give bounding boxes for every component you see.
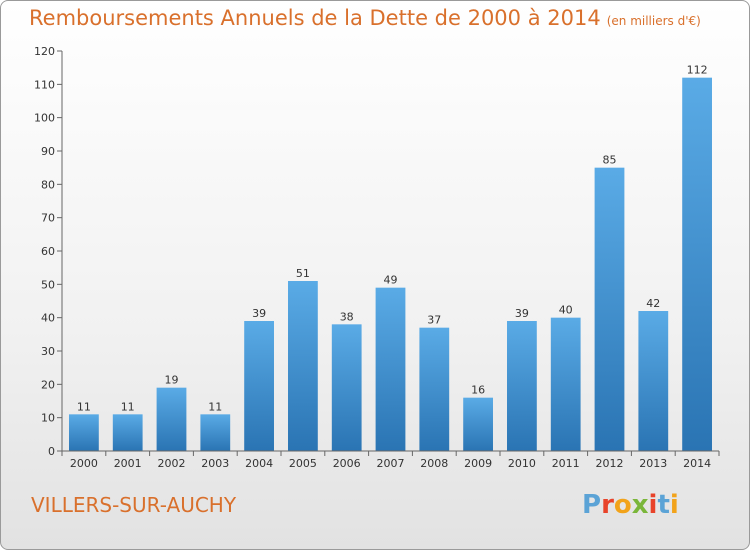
bar-value-label: 38 [340,310,354,323]
x-tick-label: 2005 [289,457,317,470]
city-name: VILLERS-SUR-AUCHY [31,493,237,517]
x-tick-label: 2010 [508,457,536,470]
bar-2014 [682,77,712,452]
logo-letter: o [613,490,632,520]
bar-series: 11 11 19 11 39 51 38 49 37 16 39 40 85 42 112 [69,64,712,452]
bar-2007 [375,287,406,451]
bar-2003 [200,414,231,451]
chart-title-text: Remboursements Annuels de la Dette de 20… [29,6,601,30]
bar-value-label: 16 [471,384,485,397]
bar-2012 [594,167,625,451]
bar-2002 [156,387,187,451]
y-axis: 0 10 20 30 40 50 60 70 80 90 100 110 120 [34,45,63,458]
logo-letter: i [648,490,658,520]
x-tick-label: 2011 [552,457,580,470]
x-tick-label: 2002 [158,457,186,470]
x-tick-label: 2009 [464,457,492,470]
bar-2000 [69,414,99,451]
bar-2006 [331,324,362,451]
x-tick-label: 2006 [333,457,361,470]
logo-letter: P [582,490,602,520]
bar-value-label: 11 [121,400,135,413]
bar-2008 [419,327,450,451]
x-tick-label: 2001 [114,457,142,470]
bar-value-label: 39 [515,307,529,320]
bar-2009 [463,397,493,451]
y-tick-label: 70 [41,212,55,225]
bar-value-label: 11 [208,400,222,413]
logo-letter: r [601,490,614,520]
bar-2005 [288,281,318,451]
y-tick-label: 30 [41,345,55,358]
bar-value-label: 39 [252,307,266,320]
bar-value-label: 11 [77,400,91,413]
y-tick-label: 40 [41,312,55,325]
bar-2010 [507,321,537,451]
y-tick-label: 20 [41,378,55,391]
logo-letter: i [669,490,679,520]
y-tick-label: 120 [34,45,55,58]
bar-value-label: 37 [427,314,441,327]
y-tick-label: 10 [41,412,55,425]
x-tick-label: 2007 [377,457,405,470]
x-axis: 2000 2001 2002 2003 2004 2005 2006 2007 2008 2009… [61,450,720,470]
y-tick-label: 110 [34,78,55,91]
bar-value-label: 112 [687,64,708,77]
x-tick-label: 2008 [420,457,448,470]
logo-letter: t [657,490,670,520]
bar-value-label: 49 [384,274,398,287]
chart-title-unit: (en milliers d'€) [606,14,701,28]
bar-value-label: 42 [646,297,660,310]
logo-letter: x [631,490,649,520]
y-tick-label: 60 [41,245,55,258]
bar-2011 [550,317,581,451]
y-tick-label: 50 [41,278,55,291]
x-tick-label: 2000 [70,457,98,470]
x-tick-label: 2014 [683,457,711,470]
y-tick-label: 100 [34,112,55,125]
bar-value-label: 85 [603,154,617,167]
x-tick-label: 2013 [639,457,667,470]
x-tick-label: 2004 [245,457,273,470]
bar-value-label: 40 [559,304,573,317]
bar-2001 [112,414,143,451]
y-tick-label: 80 [41,178,55,191]
y-tick-label: 0 [48,445,55,458]
bar-2013 [638,311,669,451]
chart-title: Remboursements Annuels de la Dette de 20… [29,6,701,30]
bar-2004 [244,321,274,451]
proxiti-logo: Proxiti [582,490,679,520]
bar-value-label: 19 [165,374,179,387]
bar-value-label: 51 [296,267,310,280]
x-tick-label: 2012 [596,457,624,470]
y-tick-label: 90 [41,145,55,158]
x-tick-label: 2003 [201,457,229,470]
